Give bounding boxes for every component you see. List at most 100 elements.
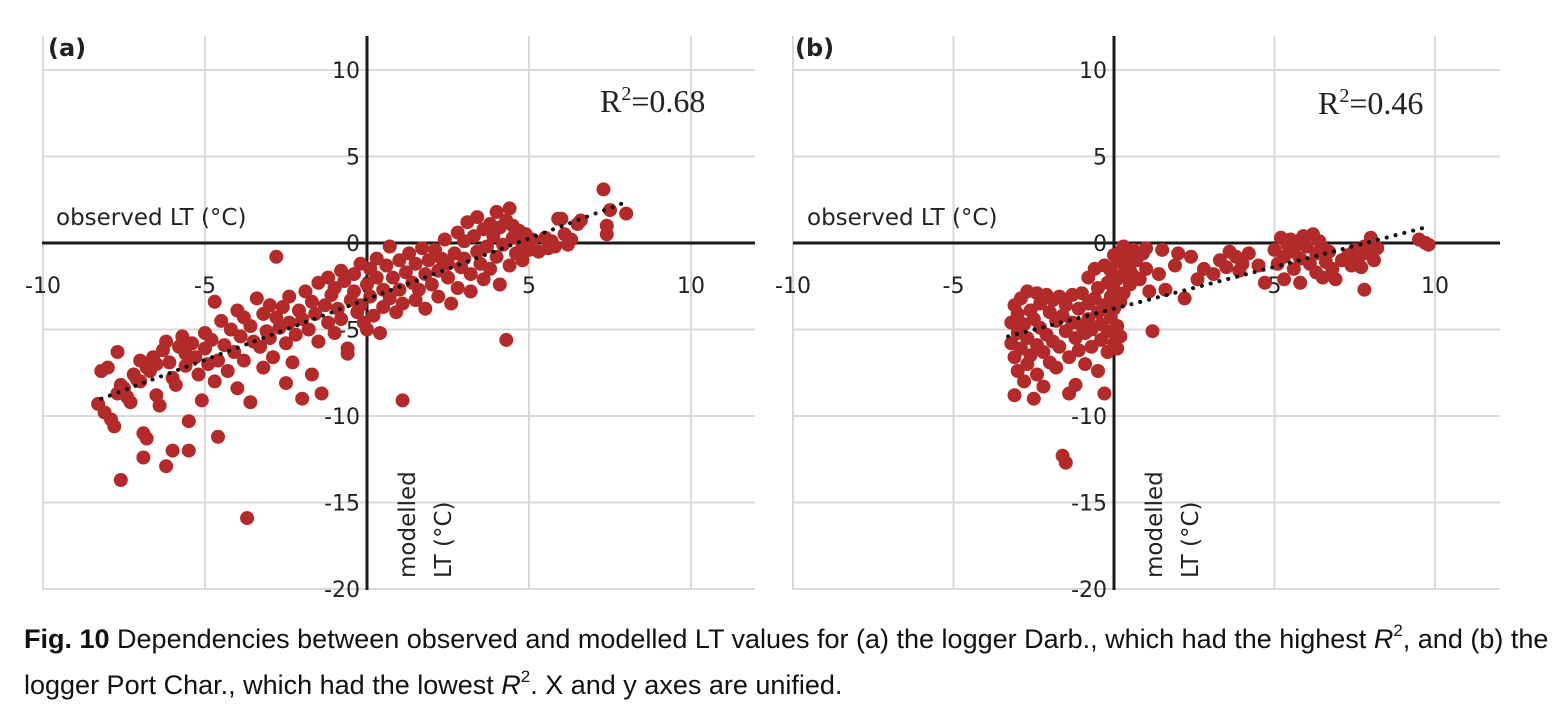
data-point — [385, 270, 400, 285]
data-point — [317, 298, 332, 313]
data-point — [279, 376, 293, 391]
data-point — [1315, 270, 1330, 285]
data-point — [240, 511, 255, 526]
data-point — [295, 391, 310, 406]
r-squared-annotation: R2=0.46 — [1318, 85, 1423, 121]
data-point — [392, 282, 407, 297]
data-point — [1145, 324, 1160, 339]
data-point — [360, 322, 374, 337]
y-tick-label: 10 — [332, 59, 360, 84]
data-point — [1023, 348, 1038, 363]
data-point — [217, 338, 232, 353]
data-point — [437, 232, 452, 247]
data-point — [285, 355, 300, 370]
data-point — [547, 239, 562, 254]
data-point — [1184, 249, 1198, 264]
data-point — [211, 353, 225, 368]
data-point — [236, 353, 251, 368]
data-point — [373, 326, 387, 340]
data-point — [596, 182, 611, 197]
data-point — [314, 386, 329, 401]
data-point — [159, 459, 174, 474]
caption-r-symbol-2: R — [501, 670, 521, 700]
data-point — [421, 253, 436, 268]
data-point — [162, 355, 177, 370]
r-squared-superscript: 2 — [621, 83, 631, 105]
data-point — [279, 336, 293, 351]
data-point — [1142, 284, 1157, 299]
r-squared-value: =0.46 — [1349, 85, 1423, 121]
r-squared-superscript: 2 — [1339, 85, 1349, 107]
data-point — [123, 395, 138, 410]
data-point — [327, 281, 342, 295]
data-point — [282, 315, 297, 330]
data-point — [188, 350, 203, 365]
data-point — [110, 345, 125, 359]
y-axis-label-line-2: LT (°C) — [431, 501, 457, 578]
data-point — [402, 246, 417, 261]
data-point — [175, 329, 190, 344]
data-point — [262, 298, 277, 313]
data-point — [1010, 306, 1025, 321]
panel-label: (b) — [795, 34, 834, 62]
data-point — [304, 367, 319, 382]
data-point — [1293, 275, 1308, 290]
figure-caption: Fig. 10 Dependencies between observed an… — [24, 616, 1554, 708]
data-point — [411, 282, 426, 297]
data-point — [1036, 345, 1051, 359]
data-point — [1241, 246, 1256, 261]
data-point — [253, 339, 268, 354]
x-tick-label: -10 — [775, 274, 811, 299]
data-point — [347, 267, 361, 282]
data-point — [1026, 391, 1041, 406]
y-axis-label-line-1: modelled — [395, 471, 421, 578]
data-point — [369, 270, 384, 285]
data-point — [113, 473, 128, 487]
data-point — [483, 261, 498, 276]
data-point — [1030, 367, 1044, 382]
y-axis-label-line-2: LT (°C) — [1178, 501, 1204, 578]
y-axis-label: modelled LT (°C) — [1142, 471, 1204, 578]
data-point — [243, 319, 258, 333]
data-point — [470, 210, 485, 225]
data-point — [207, 374, 222, 389]
data-point — [479, 239, 494, 254]
data-point — [1052, 339, 1067, 354]
data-point — [194, 393, 209, 408]
data-point — [463, 267, 478, 282]
y-tick-label: -10 — [324, 405, 360, 430]
data-point — [308, 306, 323, 321]
data-point — [379, 258, 394, 273]
data-point — [1097, 386, 1112, 401]
data-point — [1158, 282, 1173, 297]
data-point — [1084, 339, 1099, 354]
data-point — [395, 296, 410, 311]
caption-text-1: Dependencies between observed and modell… — [109, 624, 1374, 654]
r-squared-base: R — [600, 83, 622, 119]
r-squared-annotation: R2=0.68 — [600, 83, 705, 119]
data-point — [424, 277, 439, 292]
data-point — [382, 239, 397, 254]
data-point — [207, 294, 222, 309]
caption-text-3: . X and y axes are unified. — [530, 670, 843, 700]
data-point — [1168, 258, 1182, 273]
r-squared-base: R — [1318, 85, 1340, 121]
data-point — [136, 450, 151, 465]
data-point — [107, 419, 122, 434]
data-point — [301, 322, 316, 337]
data-point — [149, 357, 164, 372]
data-point — [1328, 272, 1343, 287]
data-point — [204, 332, 219, 347]
data-point — [1020, 331, 1035, 346]
data-point — [564, 232, 579, 247]
data-point — [398, 265, 413, 280]
panel-label: (a) — [48, 34, 86, 62]
data-point — [168, 377, 183, 392]
data-point — [256, 360, 271, 375]
data-point — [1007, 388, 1022, 403]
data-point — [347, 284, 361, 299]
data-point — [1058, 298, 1073, 313]
data-point — [1370, 241, 1385, 256]
